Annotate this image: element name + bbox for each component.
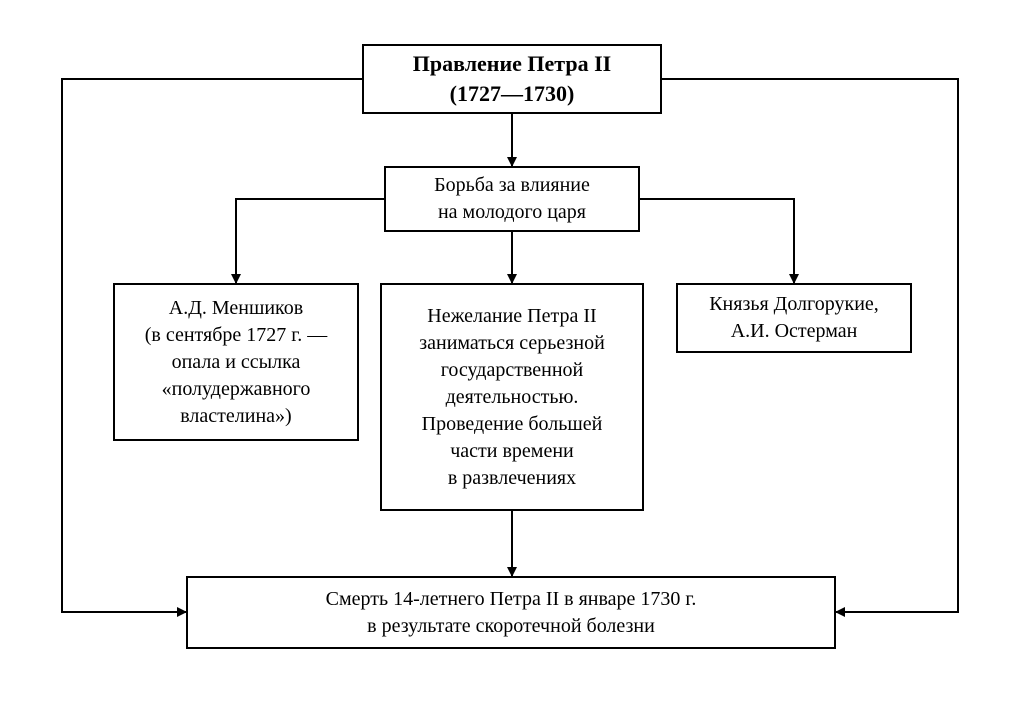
node-unwilling: Нежелание Петра IIзаниматься серьезнойго… — [380, 283, 644, 511]
node-dolgorukie: Князья Долгорукие,А.И. Остерман — [676, 283, 912, 353]
node-title-line1: Правление Петра II — [413, 49, 611, 79]
node-death-text: Смерть 14-летнего Петра II в январе 1730… — [326, 586, 697, 640]
node-menshikov-text: А.Д. Меншиков(в сентябре 1727 г. —опала … — [145, 295, 327, 430]
node-struggle: Борьба за влияниена молодого царя — [384, 166, 640, 232]
node-dolgorukie-text: Князья Долгорукие,А.И. Остерман — [709, 291, 879, 345]
node-unwilling-text: Нежелание Петра IIзаниматься серьезнойго… — [419, 303, 605, 492]
node-title-line2: (1727—1730) — [413, 79, 611, 109]
diagram-stage: Правление Петра II (1727—1730) Борьба за… — [0, 0, 1024, 708]
node-death: Смерть 14-летнего Петра II в январе 1730… — [186, 576, 836, 649]
node-title: Правление Петра II (1727—1730) — [362, 44, 662, 114]
node-struggle-text: Борьба за влияниена молодого царя — [434, 172, 590, 226]
node-menshikov: А.Д. Меншиков(в сентябре 1727 г. —опала … — [113, 283, 359, 441]
